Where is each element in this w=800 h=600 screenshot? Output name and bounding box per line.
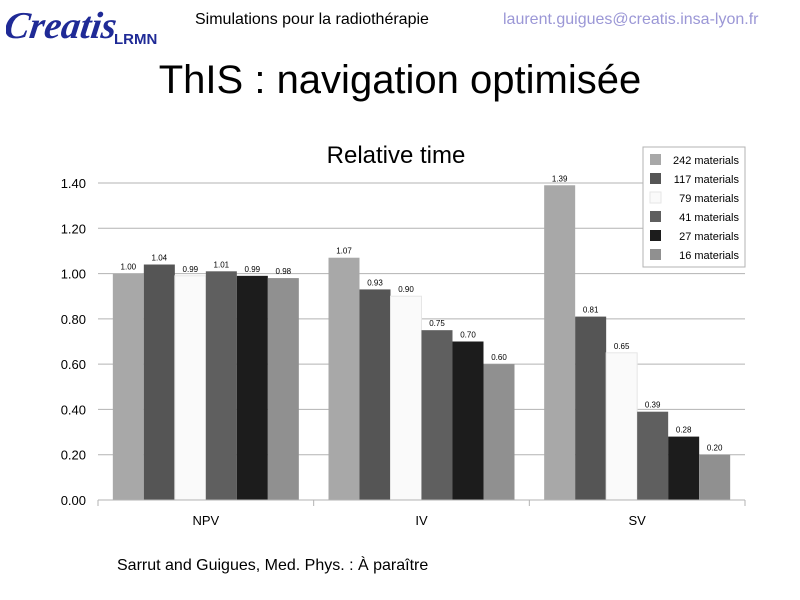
data-label: 0.99 xyxy=(245,265,261,274)
data-label: 0.39 xyxy=(645,401,661,410)
data-labels: 1.00 1.04 0.99 1.01 0.99 0.98 1.07 0.93 0.90 0.75… xyxy=(121,174,723,452)
bar xyxy=(605,352,638,501)
bars xyxy=(112,185,731,501)
bar xyxy=(699,454,731,500)
bar xyxy=(668,436,700,500)
legend: 242 materials 117 materials 79 materials 41… xyxy=(642,146,746,268)
x-axis: NPV IV SV xyxy=(97,499,746,528)
bar xyxy=(637,411,669,500)
bar xyxy=(328,257,360,500)
data-label: 0.81 xyxy=(583,306,599,315)
bar xyxy=(112,273,144,500)
bar xyxy=(267,278,299,500)
data-label: 1.07 xyxy=(336,247,352,256)
bar xyxy=(236,275,268,500)
bar xyxy=(143,264,175,500)
logo-text: Creatis xyxy=(6,5,119,47)
legend-swatch xyxy=(649,191,662,204)
category-label: IV xyxy=(415,513,428,528)
y-tick-label: 0.80 xyxy=(61,312,86,327)
data-label: 0.90 xyxy=(398,285,414,294)
data-label: 0.98 xyxy=(276,267,292,276)
data-label: 0.75 xyxy=(429,319,445,328)
citation: Sarrut and Guigues, Med. Phys. : À paraî… xyxy=(117,557,429,574)
legend-label: 27 materials xyxy=(679,231,739,243)
bar xyxy=(544,185,576,500)
data-label: 0.93 xyxy=(367,278,383,287)
data-label: 1.01 xyxy=(214,260,230,269)
category-label: SV xyxy=(628,513,646,528)
legend-swatch xyxy=(650,173,661,184)
y-tick-label: 1.20 xyxy=(61,221,86,236)
bar xyxy=(575,316,607,500)
data-label: 0.70 xyxy=(460,331,476,340)
legend-label: 41 materials xyxy=(679,212,739,224)
data-label: 1.39 xyxy=(552,174,568,183)
legend-swatch xyxy=(650,230,661,241)
legend-box xyxy=(642,146,746,268)
legend-swatch xyxy=(650,154,661,165)
bar xyxy=(452,341,484,500)
y-tick-label: 0.00 xyxy=(61,493,86,508)
data-label: 0.20 xyxy=(707,444,723,453)
category-label: NPV xyxy=(192,513,219,528)
legend-swatch xyxy=(650,211,661,222)
data-label: 1.00 xyxy=(121,263,137,272)
bar xyxy=(205,271,237,500)
chart-title: Relative time xyxy=(327,142,466,169)
legend-swatch xyxy=(650,249,661,260)
legend-label: 16 materials xyxy=(679,250,739,262)
y-tick-label: 0.60 xyxy=(61,357,86,372)
header-subject: Simulations pour la radiothérapie xyxy=(195,11,429,28)
creatis-logo: Creatis LRMN xyxy=(6,2,176,50)
legend-label: 79 materials xyxy=(679,193,739,205)
bar xyxy=(483,364,515,500)
y-tick-label: 0.20 xyxy=(61,448,86,463)
y-axis-ticks: 0.00 0.20 0.40 0.60 0.80 1.00 1.20 1.40 xyxy=(61,176,86,508)
slide-title: ThIS : navigation optimisée xyxy=(158,58,642,102)
bar xyxy=(390,295,422,501)
data-label: 0.60 xyxy=(491,353,507,362)
header-email[interactable]: laurent.guigues@creatis.insa-lyon.fr xyxy=(503,11,759,28)
y-tick-label: 1.00 xyxy=(61,267,86,282)
logo-subtext: LRMN xyxy=(114,31,157,48)
data-label: 0.28 xyxy=(676,426,692,435)
bar xyxy=(174,275,207,501)
data-label: 0.65 xyxy=(614,342,630,351)
y-tick-label: 1.40 xyxy=(61,176,86,191)
y-tick-label: 0.40 xyxy=(61,402,86,417)
data-label: 1.04 xyxy=(152,254,168,263)
bar xyxy=(421,330,453,500)
bar xyxy=(359,289,391,500)
data-label: 0.99 xyxy=(183,265,199,274)
legend-label: 242 materials xyxy=(673,155,740,167)
legend-label: 117 materials xyxy=(674,174,740,186)
